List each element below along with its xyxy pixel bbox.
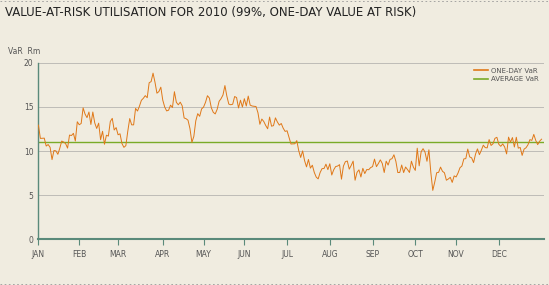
Legend: ONE-DAY VaR, AVERAGE VaR: ONE-DAY VaR, AVERAGE VaR (473, 66, 540, 84)
Text: VALUE-AT-RISK UTILISATION FOR 2010 (99%, ONE-DAY VALUE AT RISK): VALUE-AT-RISK UTILISATION FOR 2010 (99%,… (5, 6, 417, 19)
Text: VaR  Rm: VaR Rm (8, 47, 41, 56)
